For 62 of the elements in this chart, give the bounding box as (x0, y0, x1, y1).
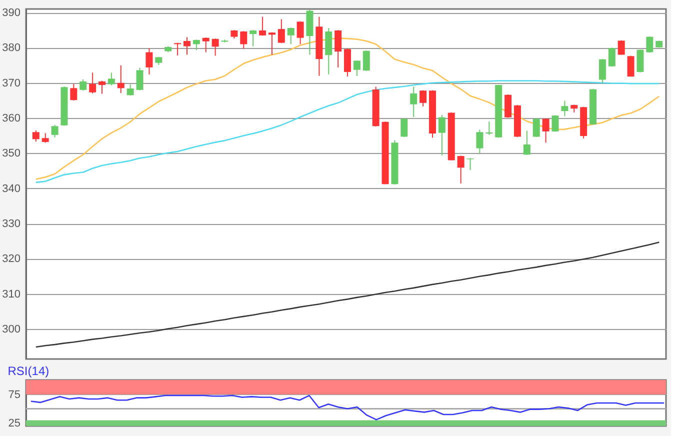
candlestick (353, 60, 360, 76)
line-series (35, 242, 660, 348)
candlestick (42, 132, 49, 144)
candlestick (504, 94, 512, 118)
candlestick (287, 27, 294, 45)
candlestick (362, 50, 370, 72)
y-tick-label: 320 (2, 253, 20, 266)
candlestick (438, 114, 446, 156)
y-tick-label: 75 (8, 388, 20, 401)
candlestick (51, 124, 58, 138)
y-tick-label: 380 (2, 42, 20, 54)
candlestick (89, 72, 96, 94)
y-tick-label: 340 (2, 182, 20, 195)
candlestick (136, 67, 144, 91)
candlestick (212, 38, 219, 56)
candlestick (598, 58, 606, 84)
candlestick (542, 118, 550, 144)
candlestick (278, 18, 285, 44)
candlestick (192, 39, 200, 51)
y-tick-label: 370 (2, 77, 20, 90)
candlestick (32, 130, 40, 142)
candlestick (80, 78, 87, 92)
candlestick (523, 130, 530, 156)
candlestick (183, 36, 190, 56)
candlestick (486, 121, 493, 136)
y-tick-label: 360 (2, 112, 20, 125)
candlestick (108, 72, 115, 86)
candlestick (146, 48, 153, 75)
y-tick-label: 300 (2, 324, 20, 336)
line-series (35, 80, 660, 184)
candlestick (268, 32, 276, 56)
candlestick (117, 64, 124, 94)
candlestick (126, 84, 134, 96)
candlestick (400, 118, 408, 138)
candlestick (561, 100, 568, 117)
candlestick (636, 48, 644, 73)
candlestick (532, 118, 540, 138)
candlestick (70, 83, 78, 101)
chart-title: RSI(14) (8, 364, 50, 378)
candlestick (174, 42, 182, 56)
candlestick (334, 30, 342, 68)
candlestick (608, 47, 616, 68)
candlestick (296, 20, 304, 45)
y-tick-label: 390 (2, 7, 20, 20)
candlestick (344, 48, 352, 78)
line-series (30, 394, 665, 420)
y-tick-label: 25 (8, 418, 20, 430)
candlestick (420, 90, 427, 107)
candlestick (457, 155, 464, 184)
candlestick (410, 86, 418, 118)
y-tick-label: 310 (2, 288, 20, 300)
y-tick-label: 330 (2, 218, 20, 230)
candlestick (259, 16, 266, 36)
candlestick (98, 80, 106, 94)
candlestick (646, 36, 654, 54)
candlestick (250, 30, 257, 47)
candlestick (240, 30, 248, 50)
candlestick (202, 36, 210, 53)
y-tick-label: 350 (2, 148, 20, 160)
candlestick (325, 27, 332, 75)
candlestick (552, 114, 559, 132)
candlestick (476, 129, 484, 154)
